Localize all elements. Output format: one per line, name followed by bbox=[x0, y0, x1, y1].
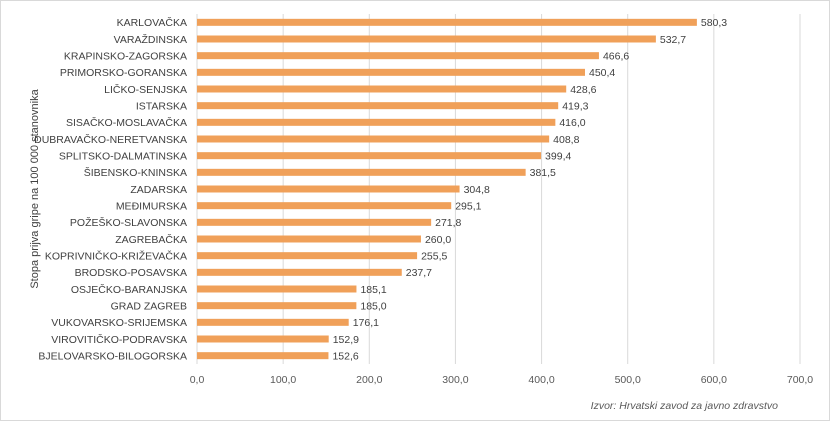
category-label: ZADARSKA bbox=[130, 184, 187, 196]
bar bbox=[197, 252, 418, 260]
value-label: 260,0 bbox=[425, 234, 451, 246]
value-label: 185,0 bbox=[360, 300, 386, 312]
bar bbox=[197, 218, 432, 226]
bar bbox=[197, 285, 357, 293]
bar bbox=[197, 202, 452, 210]
category-label: OSJEČKO-BARANJSKA bbox=[71, 283, 187, 296]
value-label: 152,9 bbox=[333, 334, 359, 346]
category-label: BRODSKO-POSAVSKA bbox=[75, 267, 187, 279]
category-label: POŽEŠKO-SLAVONSKA bbox=[70, 216, 187, 229]
bar bbox=[197, 118, 556, 126]
category-label: ISTARSKA bbox=[136, 100, 187, 112]
value-label: 176,1 bbox=[353, 317, 379, 329]
category-label: PRIMORSKO-GORANSKA bbox=[60, 67, 187, 79]
bar bbox=[197, 168, 526, 176]
bar bbox=[197, 102, 559, 110]
x-tick-label: 200,0 bbox=[356, 374, 382, 386]
value-label: 271,8 bbox=[435, 217, 461, 229]
value-label: 408,8 bbox=[553, 134, 579, 146]
bar bbox=[197, 135, 550, 143]
bar bbox=[197, 52, 599, 60]
x-tick-labels: 0,0 100,0 200,0 300,0 400,0 500,0 600,0 700,0 bbox=[190, 374, 814, 386]
bars bbox=[197, 18, 697, 360]
bar bbox=[197, 18, 697, 26]
category-labels: KARLOVAČKA VARAŽDINSKA KRAPINSKO-ZAGORSKA P… bbox=[34, 16, 187, 362]
value-label: 295,1 bbox=[455, 200, 481, 212]
category-label: ŠIBENSKO-KNINSKA bbox=[84, 166, 187, 179]
x-tick-label: 600,0 bbox=[701, 374, 727, 386]
y-axis-title: Stopa prijva gripe na 100 000 stanovnika bbox=[29, 88, 41, 288]
category-label: MEĐIMURSKA bbox=[116, 200, 187, 212]
category-label: KARLOVAČKA bbox=[117, 16, 187, 29]
bar bbox=[197, 152, 542, 160]
value-label: 419,3 bbox=[562, 100, 588, 112]
bar bbox=[197, 235, 421, 243]
value-label: 580,3 bbox=[701, 17, 727, 29]
bar bbox=[197, 335, 329, 343]
bar bbox=[197, 268, 402, 276]
category-label: BJELOVARSKO-BILOGORSKA bbox=[38, 350, 187, 362]
value-label: 399,4 bbox=[545, 150, 571, 162]
category-label: KRAPINSKO-ZAGORSKA bbox=[64, 50, 187, 62]
bar bbox=[197, 35, 656, 43]
category-label: VARAŽDINSKA bbox=[114, 33, 187, 46]
bar bbox=[197, 352, 329, 360]
value-label: 185,1 bbox=[360, 284, 386, 296]
value-labels: 580,3 532,7 466,6 450,4 428,6 419,3 416,0 408,8… bbox=[332, 17, 727, 362]
category-label: SISAČKO-MOSLAVAČKA bbox=[66, 116, 187, 129]
value-label: 152,6 bbox=[332, 350, 358, 362]
value-label: 532,7 bbox=[660, 34, 686, 46]
value-label: 304,8 bbox=[464, 184, 490, 196]
category-label: GRAD ZAGREB bbox=[111, 300, 187, 312]
x-tick-label: 100,0 bbox=[270, 374, 296, 386]
value-label: 381,5 bbox=[530, 167, 556, 179]
category-label: ZAGREBAČKA bbox=[115, 233, 187, 246]
bar bbox=[197, 185, 460, 193]
x-tick-label: 400,0 bbox=[528, 374, 554, 386]
bar bbox=[197, 318, 349, 326]
category-label: VIROVITIČKO-PODRAVSKA bbox=[51, 333, 187, 346]
category-label: LIČKO-SENJSKA bbox=[104, 83, 187, 96]
category-label: SPLITSKO-DALMATINSKA bbox=[59, 150, 187, 162]
bar bbox=[197, 302, 357, 310]
value-label: 428,6 bbox=[570, 84, 596, 96]
value-label: 466,6 bbox=[603, 50, 629, 62]
category-label: DUBRAVAČKO-NERETVANSKA bbox=[34, 133, 187, 146]
value-label: 450,4 bbox=[589, 67, 615, 79]
source-note: Izvor: Hrvatski zavod za javno zdravstvo bbox=[590, 400, 778, 412]
value-label: 237,7 bbox=[406, 267, 432, 279]
x-tick-label: 300,0 bbox=[442, 374, 468, 386]
bar bbox=[197, 68, 585, 76]
x-tick-label: 0,0 bbox=[190, 374, 205, 386]
x-tick-label: 500,0 bbox=[615, 374, 641, 386]
category-label: VUKOVARSKO-SRIJEMSKA bbox=[51, 317, 187, 329]
value-label: 255,5 bbox=[421, 250, 447, 262]
value-label: 416,0 bbox=[559, 117, 585, 129]
bar bbox=[197, 85, 567, 93]
category-label: KOPRIVNIČKO-KRIŽEVAČKA bbox=[45, 249, 187, 262]
x-tick-label: 700,0 bbox=[787, 374, 813, 386]
